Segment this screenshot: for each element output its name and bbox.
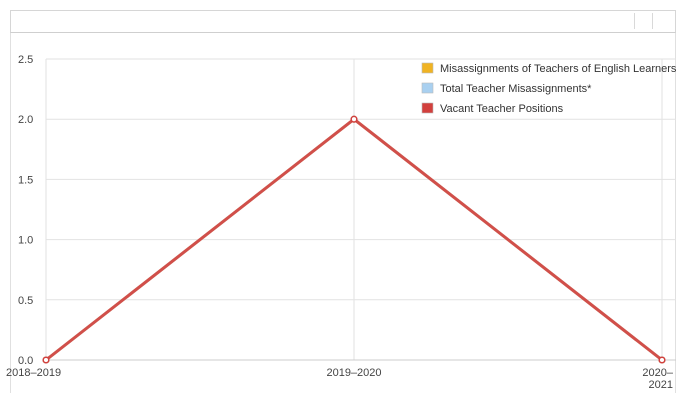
x-tick-label: 2019–2020: [326, 367, 381, 379]
legend-swatch: [421, 102, 434, 114]
toolbar-button[interactable]: [634, 13, 653, 29]
legend-swatch: [421, 82, 434, 94]
series-lines: [42, 115, 666, 364]
y-tick-label: 2.5: [18, 54, 33, 66]
legend-label: Vacant Teacher Positions: [440, 103, 564, 115]
legend-label: Total Teacher Misassignments*: [440, 83, 592, 95]
chart-container: [10, 33, 676, 393]
y-tick-label: 1.0: [18, 235, 33, 247]
data-point: [658, 356, 666, 364]
y-tick-label: 2.0: [18, 114, 33, 126]
toolbar-button[interactable]: [652, 13, 671, 29]
axes: 0.0 0.5 1.0 1.5 2.0 2.5 2018–2019 2019–2020 2020…: [6, 54, 676, 391]
y-tick-label: 0.0: [18, 355, 33, 367]
chart-toolbar: [10, 10, 676, 33]
legend-swatch: [421, 62, 434, 74]
legend-label: Misassignments of Teachers of English Le…: [440, 63, 677, 75]
x-tick-label: 2020– 2021: [642, 367, 673, 391]
y-tick-label: 0.5: [18, 295, 33, 307]
x-tick-label: 2018–2019: [6, 367, 61, 379]
grid-lines: [45, 58, 676, 361]
data-point: [42, 356, 50, 364]
data-point: [350, 115, 358, 123]
legend: Misassignments of Teachers of English Le…: [421, 62, 677, 115]
y-tick-label: 1.5: [18, 174, 33, 186]
